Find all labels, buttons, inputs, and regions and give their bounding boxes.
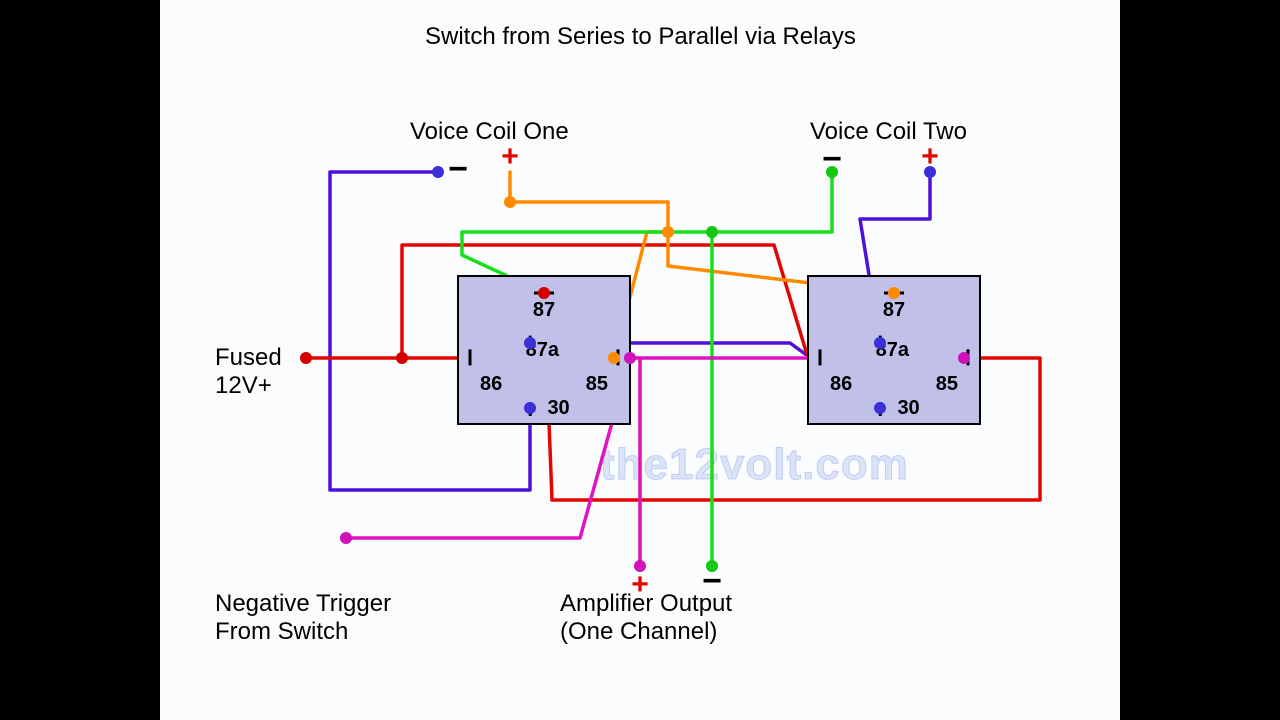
svg-text:86: 86 xyxy=(830,373,852,395)
diagram-stage: the12volt.com Switch from Series to Para… xyxy=(160,0,1120,720)
svg-text:−: − xyxy=(702,562,722,600)
svg-text:87: 87 xyxy=(883,299,905,321)
svg-text:85: 85 xyxy=(586,373,608,395)
wiring-svg: 8787a8685308787a868530−+−++− xyxy=(160,0,1120,720)
svg-text:30: 30 xyxy=(897,397,919,419)
svg-text:86: 86 xyxy=(480,373,502,395)
svg-text:−: − xyxy=(822,140,842,178)
svg-text:+: + xyxy=(501,140,519,173)
svg-text:87: 87 xyxy=(533,299,555,321)
svg-text:85: 85 xyxy=(936,373,958,395)
svg-text:30: 30 xyxy=(547,397,569,419)
svg-text:−: − xyxy=(448,150,468,188)
svg-text:+: + xyxy=(631,568,649,601)
svg-text:+: + xyxy=(921,140,939,173)
